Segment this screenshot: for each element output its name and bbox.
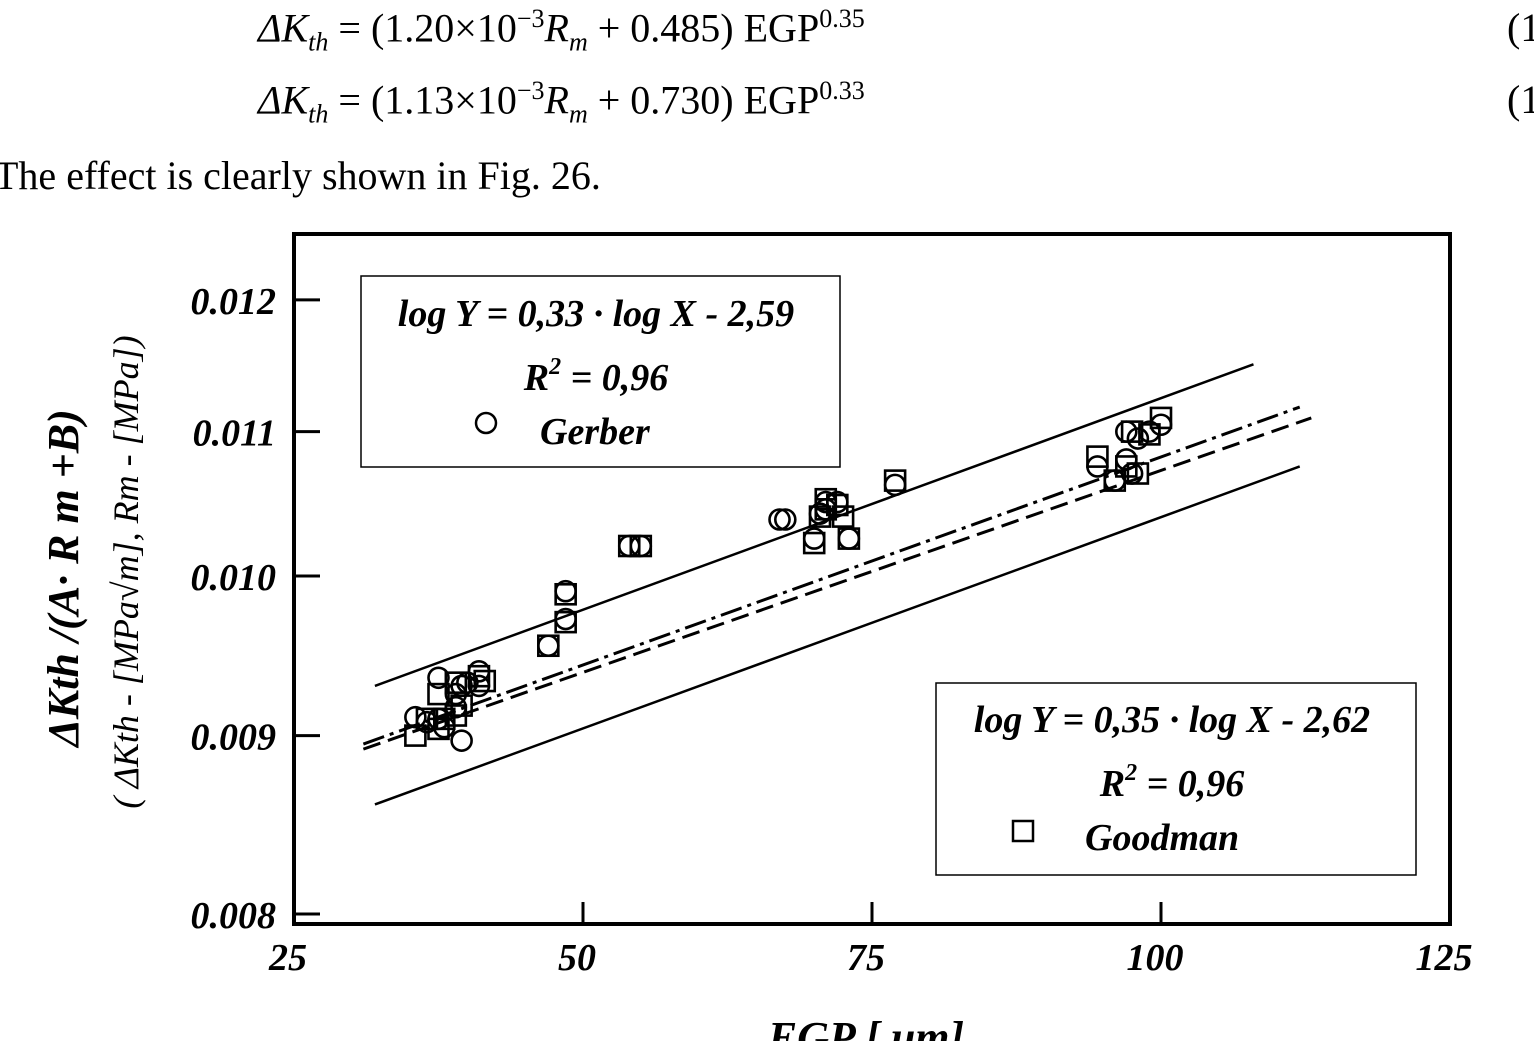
eq-plus: + xyxy=(587,5,631,51)
eq-r-sub: m xyxy=(568,99,588,129)
eq-constant: 0.730 xyxy=(630,77,721,123)
axis-ticks: 0.008 0.009 0.010 0.011 0.012 25 50 75 100 125 xyxy=(191,281,1473,979)
lower-band-line xyxy=(374,465,1301,806)
gerber-point xyxy=(537,634,560,658)
goodman-point xyxy=(629,534,653,558)
eq-open: = ( xyxy=(328,5,385,51)
y-tick-label: 0.010 xyxy=(191,557,277,599)
y-tick-label: 0.009 xyxy=(191,717,277,759)
eq-lhs: ΔK xyxy=(258,77,309,123)
goodman-point xyxy=(802,531,826,555)
goodman-point xyxy=(814,498,838,521)
eq-constant: 0.485 xyxy=(630,5,721,51)
goodman-point xyxy=(432,707,456,731)
data-points xyxy=(404,406,1173,752)
goodman-point xyxy=(831,505,855,528)
gerber-point xyxy=(1126,427,1150,450)
eq-mantissa: 1.13 xyxy=(384,77,455,123)
goodman-point xyxy=(1149,406,1173,430)
goodman-point xyxy=(427,682,450,706)
eq-egp: ) EGP xyxy=(720,77,820,123)
gerber-point xyxy=(456,671,479,694)
legend-gerber-equation: log Y = 0,33 · log X - 2,59 xyxy=(398,293,794,335)
y-axis-sublabel: ( ΔKth - [MPa√m], Rm - [MPa]) xyxy=(106,335,146,808)
goodman-point xyxy=(883,469,907,492)
equation-2: ΔKth = (1.13×10−3Rm + 0.730) EGP0.33 xyxy=(258,76,865,129)
gerber-point xyxy=(427,666,450,690)
eq-egp: ) EGP xyxy=(720,5,820,51)
x-tick-label: 25 xyxy=(268,937,307,979)
y-axis-label: ΔKth /(A· R m +B) xyxy=(39,409,88,749)
goodman-point xyxy=(1138,423,1161,446)
y-tick-label: 0.012 xyxy=(191,281,277,323)
gerber-point xyxy=(629,534,653,558)
goodman-point xyxy=(837,527,861,550)
legend-goodman-label: Goodman xyxy=(1085,817,1239,859)
eq-power: 0.35 xyxy=(819,4,865,33)
legend-goodman-r2: R2 = 0,96 xyxy=(1099,760,1245,805)
goodman-point xyxy=(1120,420,1144,443)
goodman-point xyxy=(1115,455,1138,478)
eq-exp: −3 xyxy=(516,4,545,33)
eq-lhs: ΔK xyxy=(258,5,309,51)
gerber-point xyxy=(404,705,427,729)
goodman-point xyxy=(467,664,491,688)
gerber-point xyxy=(802,527,826,550)
equation-1-number: (1 xyxy=(1507,5,1534,50)
goodman-point xyxy=(450,694,473,717)
goodman-point xyxy=(617,534,641,558)
gerber-fit-line xyxy=(362,416,1312,751)
eq-open: = ( xyxy=(328,77,385,123)
equation-1: ΔKth = (1.20×10−3Rm + 0.485) EGP0.35 xyxy=(258,4,865,57)
eq-exp: −3 xyxy=(516,76,545,105)
eq-mantissa: 1.20 xyxy=(384,5,455,51)
goodman-point xyxy=(404,724,427,747)
eq-r-sub: m xyxy=(568,27,588,57)
y-tick-label: 0.011 xyxy=(193,413,276,455)
legend-gerber-label: Gerber xyxy=(540,411,651,453)
eq-r: R xyxy=(544,77,569,123)
goodman-point xyxy=(444,671,468,694)
x-tick-label: 50 xyxy=(558,937,596,979)
gerber-point xyxy=(450,729,473,752)
equation-2-number: (1 xyxy=(1507,77,1534,122)
goodman-point xyxy=(826,493,849,517)
x-tick-label: 125 xyxy=(1416,937,1473,979)
x-tick-label: 100 xyxy=(1127,937,1184,979)
legend-goodman: log Y = 0,35 · log X - 2,62 R2 = 0,96 Go… xyxy=(935,682,1417,876)
eq-times: ×10 xyxy=(454,77,517,123)
y-tick-label: 0.008 xyxy=(191,895,277,937)
goodman-point xyxy=(554,610,577,634)
square-marker-icon xyxy=(1011,819,1035,843)
gerber-point xyxy=(617,534,641,558)
goodman-point xyxy=(1103,469,1127,492)
circle-marker-icon xyxy=(474,411,498,435)
gerber-point xyxy=(773,508,797,531)
eq-lhs-sub: th xyxy=(308,99,329,129)
legend-gerber-r2: R2 = 0,96 xyxy=(523,354,669,399)
eq-times: ×10 xyxy=(454,5,517,51)
goodman-point xyxy=(1086,445,1109,468)
x-axis-label: EGP [ μm] xyxy=(767,1013,964,1041)
gerber-point xyxy=(768,508,791,531)
eq-lhs-sub: th xyxy=(308,27,329,57)
goodman-point xyxy=(1126,462,1150,485)
goodman-point xyxy=(808,505,832,528)
eq-plus: + xyxy=(587,77,631,123)
legend-gerber: log Y = 0,33 · log X - 2,59 R2 = 0,96 Ge… xyxy=(360,275,841,468)
x-tick-label: 75 xyxy=(847,937,885,979)
gerber-point xyxy=(1115,420,1138,443)
goodman-point xyxy=(537,634,560,658)
legend-goodman-equation: log Y = 0,35 · log X - 2,62 xyxy=(974,699,1370,741)
goodman-point xyxy=(554,582,577,606)
gerber-point xyxy=(837,527,861,550)
eq-power: 0.33 xyxy=(819,76,865,105)
goodman-point xyxy=(473,669,497,693)
upper-band-line xyxy=(374,363,1254,688)
eq-r: R xyxy=(544,5,569,51)
body-text: The effect is clearly shown in Fig. 26. xyxy=(0,153,601,198)
